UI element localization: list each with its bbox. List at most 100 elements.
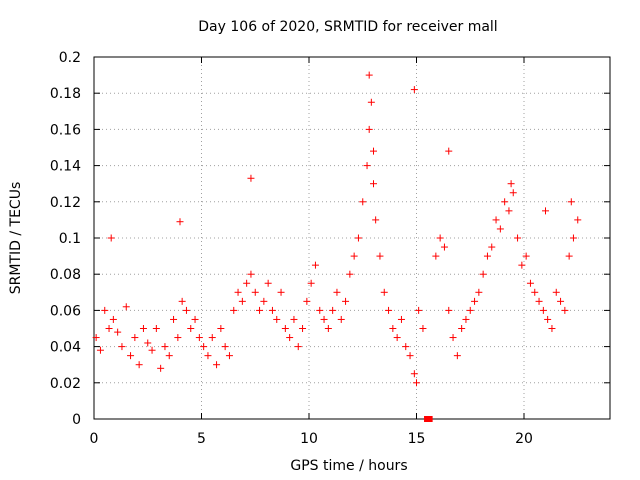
data-point bbox=[200, 343, 208, 351]
data-point bbox=[256, 306, 264, 314]
data-point bbox=[247, 174, 255, 182]
data-point bbox=[238, 297, 246, 305]
data-point bbox=[96, 346, 104, 354]
data-point bbox=[324, 325, 332, 332]
data-point bbox=[264, 279, 272, 287]
y-tick-label: 0.04 bbox=[50, 340, 81, 356]
data-point bbox=[376, 252, 384, 260]
y-tick-label: 0 bbox=[72, 412, 81, 428]
data-point bbox=[268, 306, 276, 314]
x-tick-label: 15 bbox=[408, 431, 426, 447]
data-point bbox=[281, 325, 289, 332]
data-point bbox=[346, 270, 354, 278]
data-point bbox=[152, 325, 160, 332]
data-point bbox=[127, 352, 135, 360]
data-point bbox=[413, 379, 420, 387]
data-point bbox=[92, 334, 100, 342]
data-point bbox=[365, 71, 373, 79]
data-point bbox=[542, 207, 549, 215]
data-point bbox=[299, 325, 307, 332]
data-point bbox=[122, 303, 130, 311]
data-point bbox=[204, 352, 212, 360]
data-point bbox=[526, 279, 534, 287]
data-point bbox=[567, 198, 575, 206]
data-point bbox=[208, 334, 216, 342]
data-point bbox=[157, 364, 165, 372]
data-point bbox=[492, 216, 500, 224]
data-point bbox=[385, 306, 393, 314]
data-point bbox=[365, 125, 373, 133]
data-point bbox=[445, 147, 453, 155]
y-tick-label: 0.14 bbox=[50, 159, 81, 175]
y-axis-label: SRMTID / TECUs bbox=[8, 182, 24, 295]
data-point bbox=[316, 306, 324, 314]
data-point bbox=[505, 207, 513, 215]
data-point bbox=[440, 243, 448, 251]
y-tick-label: 0.08 bbox=[50, 267, 81, 283]
data-point bbox=[243, 279, 251, 287]
data-point bbox=[370, 147, 377, 155]
data-point bbox=[393, 334, 401, 342]
data-point bbox=[479, 270, 487, 278]
data-point bbox=[436, 234, 444, 242]
data-point bbox=[182, 306, 190, 314]
y-tick-label: 0.16 bbox=[50, 122, 81, 138]
data-point bbox=[471, 297, 479, 305]
data-point bbox=[410, 370, 418, 378]
plot-frame bbox=[93, 56, 611, 420]
data-point bbox=[406, 352, 414, 360]
data-point bbox=[187, 325, 195, 332]
data-point bbox=[329, 306, 337, 314]
y-tick-label: 0.18 bbox=[50, 86, 81, 102]
y-tick-label: 0.12 bbox=[50, 195, 81, 211]
data-point bbox=[333, 288, 341, 296]
data-point bbox=[139, 325, 147, 332]
data-point bbox=[195, 334, 203, 342]
data-point bbox=[165, 352, 173, 360]
y-tick-label: 0.2 bbox=[59, 50, 81, 66]
data-point bbox=[531, 288, 539, 296]
data-point bbox=[170, 315, 178, 323]
data-point bbox=[107, 234, 115, 242]
data-point bbox=[462, 315, 470, 323]
data-point bbox=[507, 180, 515, 188]
data-point bbox=[217, 325, 225, 332]
data-point bbox=[354, 234, 362, 242]
data-point bbox=[118, 343, 126, 351]
data-point bbox=[176, 218, 184, 226]
data-point bbox=[544, 315, 552, 323]
data-point bbox=[539, 306, 547, 314]
data-point bbox=[337, 315, 345, 323]
data-point bbox=[290, 315, 298, 323]
data-point bbox=[320, 315, 328, 323]
data-point bbox=[535, 297, 543, 305]
data-point bbox=[148, 346, 156, 354]
data-point bbox=[286, 334, 294, 342]
x-axis-label: GPS time / hours bbox=[290, 458, 407, 474]
data-point bbox=[251, 288, 259, 296]
data-point bbox=[483, 252, 491, 260]
data-point bbox=[307, 279, 315, 287]
data-point bbox=[397, 315, 405, 323]
data-point bbox=[488, 243, 496, 251]
y-tick-label: 0.1 bbox=[59, 231, 81, 247]
y-tick-label: 0.06 bbox=[50, 303, 81, 319]
data-point bbox=[419, 325, 427, 332]
data-point bbox=[565, 252, 573, 260]
data-point bbox=[131, 334, 139, 342]
data-point bbox=[273, 315, 281, 323]
data-point bbox=[367, 98, 375, 106]
data-point bbox=[191, 315, 199, 323]
data-point bbox=[475, 288, 483, 296]
data-point bbox=[509, 189, 517, 197]
data-point bbox=[449, 334, 457, 342]
x-tick-label: 20 bbox=[515, 431, 533, 447]
data-point bbox=[114, 328, 122, 336]
data-point bbox=[144, 339, 152, 347]
data-point bbox=[213, 361, 221, 369]
data-point bbox=[234, 288, 242, 296]
data-point bbox=[389, 325, 397, 332]
data-point bbox=[466, 306, 474, 314]
data-point bbox=[380, 288, 388, 296]
